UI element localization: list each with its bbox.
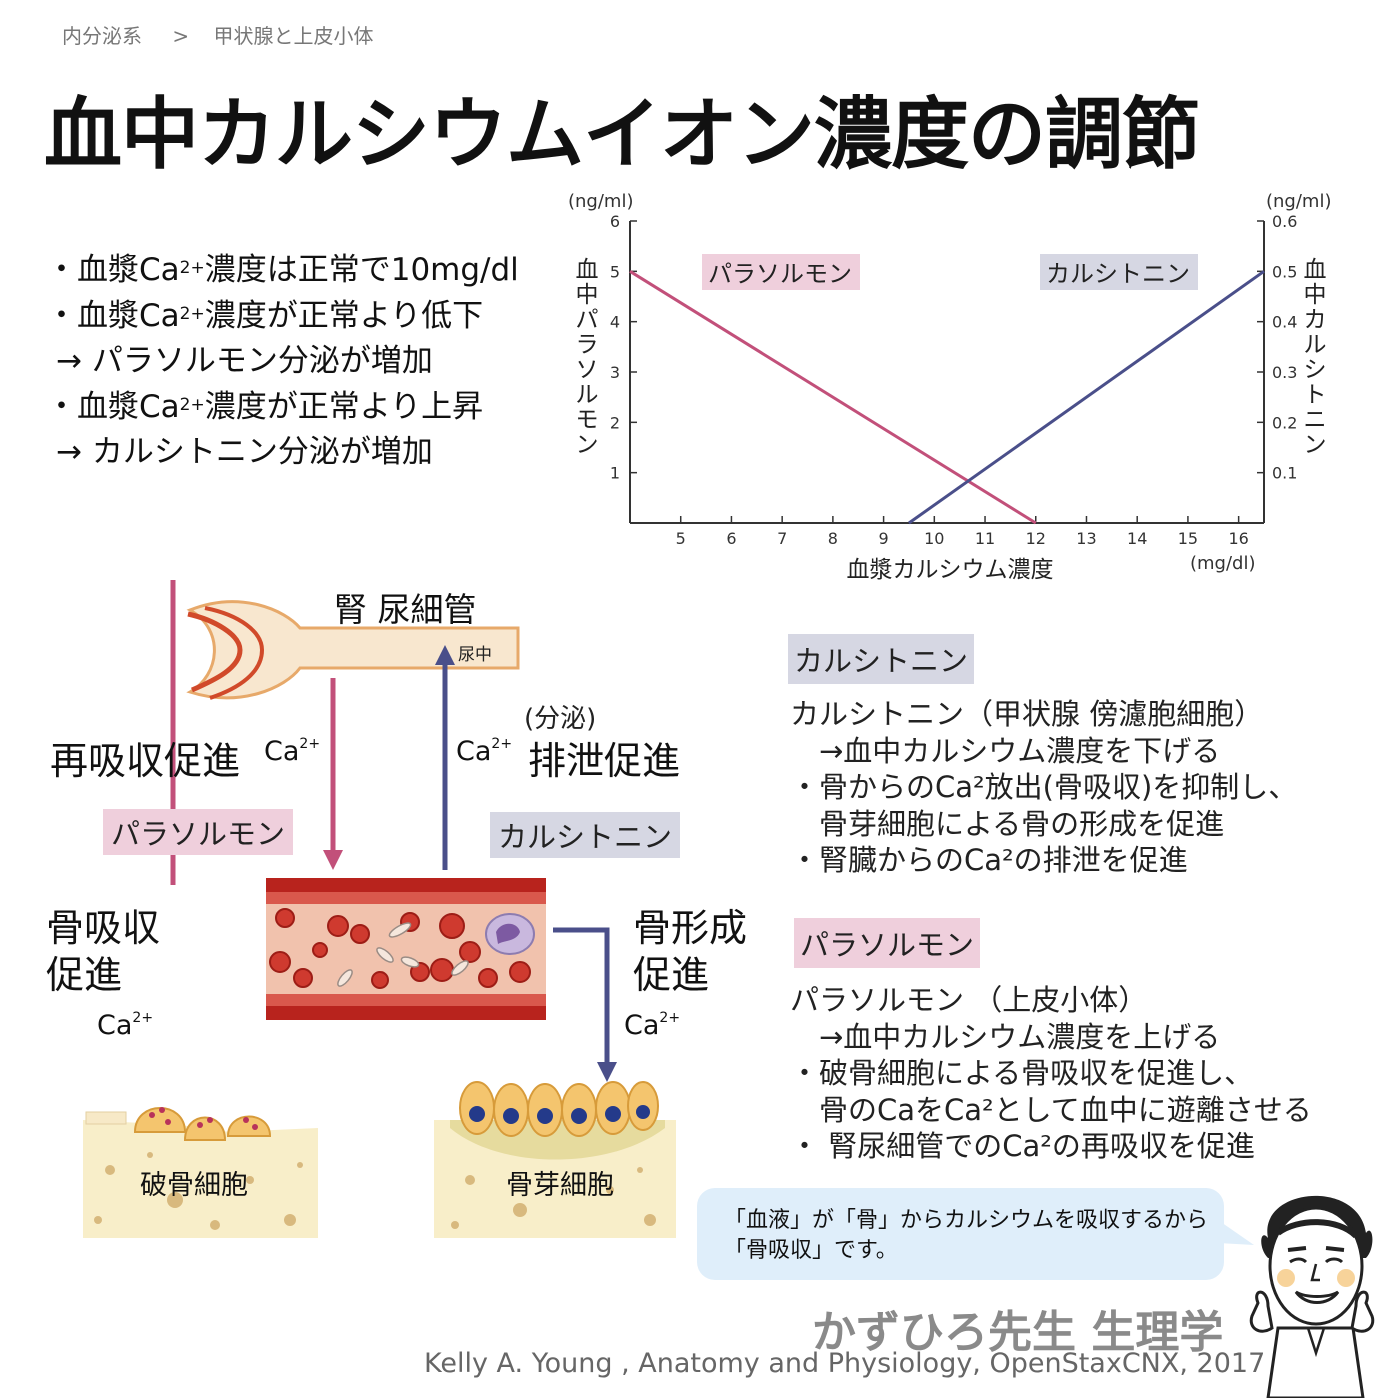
brand-name: かずひろ先生 生理学 <box>812 1307 1224 1358</box>
calcitonin-tag: カルシトニン <box>788 634 975 684</box>
left-axis-label-char: モ <box>576 407 599 433</box>
regulation-diagram <box>83 580 676 1238</box>
x-tick-label: 7 <box>777 529 787 548</box>
bullet-item: ・血漿Ca2+濃度は正常で10mg/dl <box>46 252 519 288</box>
ca-ion-excrete: Ca2+ <box>456 736 513 767</box>
ca-ion-form: Ca2+ <box>624 1010 681 1041</box>
left-y-tick-label: 2 <box>610 413 620 432</box>
right-axis-label-char: 血 <box>1304 257 1327 283</box>
blood-vessel <box>266 878 546 1020</box>
source-credit: Kelly A. Young , Anatomy and Physiology,… <box>424 1348 1266 1379</box>
right-y-tick-label: 0.6 <box>1272 212 1297 231</box>
kidney-label: 腎 尿細管 <box>334 590 477 629</box>
right-y-tick-label: 0.1 <box>1272 464 1297 483</box>
x-tick-label: 16 <box>1228 529 1248 548</box>
series-line-2 <box>908 270 1265 525</box>
bullet-item: ・血漿Ca2+濃度が正常より低下 <box>46 297 484 334</box>
breadcrumb: 内分泌系 > 甲状腺と上皮小体 <box>62 20 387 49</box>
speech-bubble-text: 「血液」が「骨」からカルシウムを吸収するから 「骨吸収」です。 <box>724 1208 1209 1263</box>
calcitonin-description: カルシトニン（甲状腺 傍濾胞細胞） →血中カルシウム濃度を下げる ・骨からのCa… <box>790 697 1298 877</box>
bullet-item: ・血漿Ca2+濃度が正常より上昇 <box>46 388 484 425</box>
x-tick-label: 15 <box>1178 529 1198 548</box>
x-tick-label: 12 <box>1026 529 1046 548</box>
x-tick-label: 8 <box>828 529 838 548</box>
bullet-subitem: → パラソルモン分泌が増加 <box>56 343 433 379</box>
left-axis-label-char: ラ <box>576 332 599 358</box>
left-axis-label-char: 血 <box>576 257 599 283</box>
left-y-tick-label: 5 <box>610 262 620 281</box>
left-axis-label-char: ン <box>576 432 599 458</box>
breadcrumb-current[interactable]: 甲状腺と上皮小体 <box>213 24 374 48</box>
left-y-tick-label: 4 <box>610 313 620 332</box>
x-axis-unit: (mg/dl) <box>1190 553 1256 574</box>
right-axis-label-char: ニ <box>1304 407 1327 433</box>
x-tick-label: 9 <box>879 529 889 548</box>
x-tick-label: 5 <box>676 529 686 548</box>
series-label-1: パラソルモン <box>708 260 852 288</box>
speech-bubble-tail <box>1218 1220 1254 1245</box>
hormone-chart: 5 6 7 8 9 10 11 12 13 14 15 161234560.10.20.30.40.5… <box>568 191 1331 583</box>
breadcrumb-separator: > <box>172 24 190 48</box>
series-line-1 <box>629 270 1037 525</box>
kidney-tubule <box>186 600 520 700</box>
right-y-tick-label: 0.3 <box>1272 363 1297 382</box>
x-tick-label: 6 <box>726 529 736 548</box>
teacher-avatar <box>1249 1195 1375 1398</box>
pth-tag: パラソルモン <box>103 809 294 855</box>
series-label-bg-2 <box>1040 254 1198 290</box>
bullet-subitem: → カルシトニン分泌が増加 <box>56 434 433 470</box>
page-title: 血中カルシウムイオン濃度の調節 <box>44 90 1200 180</box>
x-tick-label: 11 <box>975 529 995 548</box>
bone-formation-label: 骨形成 促進 <box>633 906 748 997</box>
right-axis-label-char: ト <box>1304 382 1327 408</box>
x-axis-label: 血漿カルシウム濃度 <box>847 557 1054 583</box>
osteoclast-label: 破骨細胞 <box>140 1170 248 1201</box>
reabsorption-label: 再吸収促進 <box>50 739 241 783</box>
right-axis-label-char: 中 <box>1304 282 1327 308</box>
x-tick-label: 14 <box>1127 529 1147 548</box>
breadcrumb-parent[interactable]: 内分泌系 <box>62 24 142 48</box>
left-y-tick-label: 1 <box>610 464 620 483</box>
right-y-tick-label: 0.5 <box>1272 262 1297 281</box>
right-axis-label-char: シ <box>1304 357 1327 383</box>
bone-formation-arrow <box>553 927 617 1082</box>
osteoblast-bone <box>434 1081 676 1238</box>
left-axis-label-char: 中 <box>576 282 599 308</box>
secretion-label: (分泌) <box>524 704 597 734</box>
series-label-2: カルシトニン <box>1046 260 1190 288</box>
excretion-label: 排泄促進 <box>528 739 681 783</box>
left-y-tick-label: 6 <box>610 212 620 231</box>
left-y-tick-label: 3 <box>610 363 620 382</box>
speech-bubble <box>697 1188 1224 1280</box>
right-y-tick-label: 0.4 <box>1272 313 1297 332</box>
left-axis-label-char: パ <box>576 307 599 333</box>
summary-bullets: ・血漿Ca2+濃度は正常で10mg/dl ・血漿Ca2+濃度が正常より低下 → … <box>46 248 519 476</box>
ca-ion-reabsorb: Ca2+ <box>264 736 321 767</box>
left-axis-label-char: ル <box>576 382 599 408</box>
right-axis-label-char: ン <box>1304 432 1327 458</box>
osteoblast-label: 骨芽細胞 <box>506 1170 614 1201</box>
left-axis-unit: (ng/ml) <box>568 191 633 212</box>
right-y-tick-label: 0.2 <box>1272 413 1297 432</box>
series-label-bg-1 <box>702 254 860 290</box>
left-axis-label-char: ソ <box>576 357 599 383</box>
right-axis-label-char: カ <box>1304 307 1327 333</box>
x-tick-label: 10 <box>924 529 944 548</box>
right-axis-label-char: ル <box>1304 332 1327 358</box>
urine-label: 尿中 <box>458 645 492 665</box>
right-axis-unit: (ng/ml) <box>1266 191 1331 212</box>
ct-tag: カルシトニン <box>490 812 681 858</box>
parathormone-description: パラソルモン （上皮小体） →血中カルシウム濃度を上げる ・破骨細胞による骨吸収… <box>790 983 1312 1163</box>
ca-ion-resorb: Ca2+ <box>97 1010 154 1041</box>
bone-resorption-label: 骨吸収 促進 <box>46 906 161 997</box>
parathormone-tag: パラソルモン <box>794 918 981 968</box>
osteoclast-bone <box>83 1107 318 1238</box>
x-tick-label: 13 <box>1076 529 1096 548</box>
